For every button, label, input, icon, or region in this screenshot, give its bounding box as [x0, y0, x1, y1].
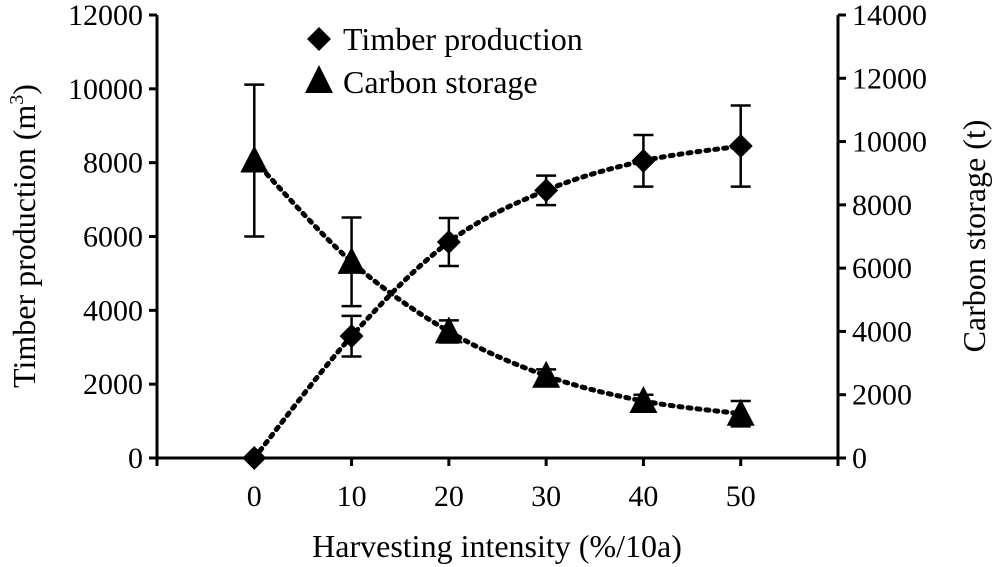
left-tick-label: 6000: [83, 221, 143, 254]
left-y-axis-title: Timber production (m3): [6, 84, 42, 388]
x-tick-label: 30: [531, 480, 561, 513]
carbon-point: [726, 398, 755, 426]
data-markers: [240, 134, 755, 470]
x-axis-title: Harvesting intensity (%/10a): [312, 528, 682, 564]
x-tick-label: 50: [726, 480, 756, 513]
timber-point: [242, 446, 267, 470]
left-tick-label: 4000: [83, 294, 143, 327]
left-y-axis-title-end: ): [6, 84, 42, 95]
right-tick-label: 12000: [852, 62, 927, 95]
right-y-ticks: 0 2000 4000 6000 8000 10000 12000 14000: [838, 0, 927, 475]
trend-line-carbon: [251, 158, 744, 417]
right-tick-label: 0: [852, 442, 867, 475]
x-tick-label: 10: [337, 480, 367, 513]
timber-point: [339, 324, 364, 349]
x-tick-label: 40: [628, 480, 658, 513]
right-tick-label: 8000: [852, 189, 912, 222]
left-y-ticks: 0 2000 4000 6000 8000 10000 12000: [68, 0, 157, 475]
carbon-point: [337, 246, 366, 274]
trend-lines: [251, 143, 744, 461]
x-ticks: 0 10 20 30 40 50: [155, 458, 840, 513]
timber-point: [631, 148, 656, 173]
right-tick-label: 2000: [852, 379, 912, 412]
legend-label-timber: Timber production: [343, 21, 583, 57]
carbon-point: [434, 316, 463, 344]
left-tick-label: 8000: [83, 147, 143, 180]
right-y-axis-title: Carbon storage (t): [956, 120, 992, 353]
carbon-point: [629, 386, 658, 414]
legend-triangle-marker: [305, 65, 333, 93]
left-tick-label: 12000: [68, 0, 143, 32]
left-tick-label: 10000: [68, 73, 143, 106]
timber-point: [534, 178, 559, 203]
timber-point: [728, 134, 753, 159]
carbon-point: [532, 360, 561, 388]
left-y-axis-title-main: Timber production (m: [6, 105, 42, 388]
legend: Timber production Carbon storage: [305, 21, 583, 100]
trend-line-timber: [251, 143, 744, 461]
left-y-axis-title-superscript: 3: [6, 95, 28, 105]
carbon-point: [240, 145, 269, 173]
left-tick-label: 2000: [83, 368, 143, 401]
legend-label-carbon: Carbon storage: [343, 64, 538, 100]
legend-diamond-marker: [307, 27, 331, 51]
right-tick-label: 10000: [852, 126, 927, 159]
right-tick-label: 6000: [852, 252, 912, 285]
right-tick-label: 4000: [852, 315, 912, 348]
x-tick-label: 0: [247, 480, 262, 513]
right-tick-label: 14000: [852, 0, 927, 32]
timber-point: [436, 230, 461, 255]
x-tick-label: 20: [434, 480, 464, 513]
left-tick-label: 0: [128, 442, 143, 475]
